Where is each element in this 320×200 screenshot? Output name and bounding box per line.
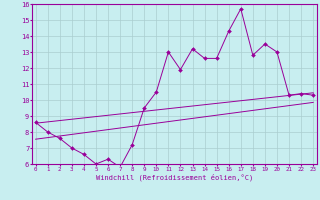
X-axis label: Windchill (Refroidissement éolien,°C): Windchill (Refroidissement éolien,°C) — [96, 173, 253, 181]
